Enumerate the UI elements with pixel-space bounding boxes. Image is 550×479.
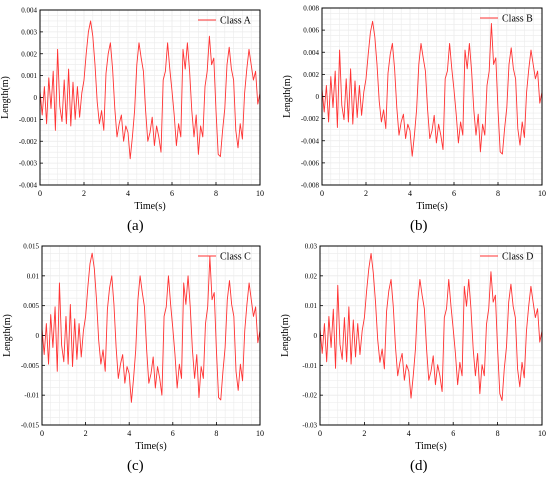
chart2-legend-label: Class B bbox=[502, 14, 533, 25]
chart1-y-tick-label: 0.003 bbox=[21, 28, 37, 36]
chart4-x-tick-label: 8 bbox=[496, 429, 500, 438]
chart2-y-tick-label: -0.002 bbox=[301, 115, 320, 123]
chart4-x-tick-label: 2 bbox=[362, 429, 366, 438]
chart2-y-tick-label: 0.002 bbox=[303, 71, 319, 79]
chart3-y-tick-label: 0.005 bbox=[23, 302, 39, 310]
chart2-x-axis-title: Time(s) bbox=[416, 201, 447, 212]
chart3-x-tick-label: 2 bbox=[84, 429, 88, 438]
chart4-series-line-1 bbox=[319, 253, 543, 401]
chart3-y-tick-label: 0 bbox=[36, 332, 40, 340]
chart4-y-tick-label: 0.02 bbox=[305, 272, 318, 280]
chart2-y-tick-label: -0.008 bbox=[301, 182, 320, 190]
chart4-x-axis-title: Time(s) bbox=[415, 441, 446, 452]
chart1-series-line-1 bbox=[39, 20, 261, 160]
chart4-y-tick-label: 0 bbox=[314, 332, 318, 340]
chart4-y-tick-label: -0.03 bbox=[302, 422, 317, 430]
chart1-y-tick-label: 0 bbox=[34, 94, 38, 102]
panel-label-a: (a) bbox=[127, 218, 144, 234]
chart3-x-tick-label: 6 bbox=[171, 429, 175, 438]
chart1-y-tick-label: 0.002 bbox=[21, 50, 37, 58]
chart4-y-tick-label: 0.03 bbox=[305, 243, 318, 251]
chart4-y-tick-label: -0.01 bbox=[302, 362, 317, 370]
chart1-legend-label: Class A bbox=[220, 16, 252, 27]
chart1-x-tick-label: 4 bbox=[126, 189, 130, 198]
chart1-y-tick-label: -0.003 bbox=[19, 160, 38, 168]
panel-label-c: (c) bbox=[127, 458, 144, 474]
chart3-y-tick-label: 0.01 bbox=[27, 272, 40, 280]
chart2-x-tick-label: 2 bbox=[364, 189, 368, 198]
chart4-legend-label: Class D bbox=[502, 252, 533, 263]
chart1-x-tick-label: 2 bbox=[82, 189, 86, 198]
chart3-x-tick-label: 8 bbox=[214, 429, 218, 438]
chart1-y-axis-title: Length(m) bbox=[0, 76, 11, 119]
chart3-y-tick-label: -0.01 bbox=[24, 392, 39, 400]
chart4-x-tick-label: 10 bbox=[538, 429, 546, 438]
chart2-y-tick-label: 0 bbox=[316, 93, 320, 101]
chart3-y-tick-label: 0.015 bbox=[23, 243, 39, 251]
chart1-x-tick-label: 0 bbox=[38, 189, 42, 198]
chart2-y-tick-label: 0.008 bbox=[303, 5, 319, 13]
chart1-y-tick-label: -0.004 bbox=[19, 182, 38, 190]
chart1-x-tick-label: 10 bbox=[256, 189, 264, 198]
chart4-y-tick-label: 0.01 bbox=[305, 302, 318, 310]
chart1-x-tick-label: 8 bbox=[214, 189, 218, 198]
panel-label-b: (b) bbox=[410, 218, 428, 234]
chart2-y-tick-label: -0.006 bbox=[301, 159, 320, 167]
chart3-series-line-1 bbox=[41, 252, 261, 403]
chart3-legend-label: Class C bbox=[220, 252, 251, 263]
chart2-y-axis-title: Length(m) bbox=[282, 75, 293, 118]
chart2-x-tick-label: 4 bbox=[408, 189, 412, 198]
chart1-y-tick-label: -0.001 bbox=[19, 116, 38, 124]
chart4-x-tick-label: 0 bbox=[318, 429, 322, 438]
chart4-x-tick-label: 4 bbox=[407, 429, 411, 438]
chart4-x-tick-label: 6 bbox=[451, 429, 455, 438]
chart2-x-tick-label: 0 bbox=[320, 189, 324, 198]
chart3-y-tick-label: -0.015 bbox=[21, 422, 40, 430]
chart2-y-tick-label: 0.006 bbox=[303, 27, 319, 35]
chart1-y-tick-label: -0.002 bbox=[19, 138, 38, 146]
chart3-y-axis-title: Length(m) bbox=[2, 314, 13, 357]
chart3-y-tick-label: -0.005 bbox=[21, 362, 40, 370]
chart3-x-tick-label: 10 bbox=[256, 429, 264, 438]
chart2-series-line-1 bbox=[321, 20, 543, 157]
chart2-y-tick-label: 0.004 bbox=[303, 49, 319, 57]
chart3-x-tick-label: 0 bbox=[40, 429, 44, 438]
chart1-x-axis-title: Time(s) bbox=[134, 201, 165, 212]
chart1-y-tick-label: 0.001 bbox=[21, 72, 37, 80]
chart4-y-tick-label: -0.02 bbox=[302, 392, 317, 400]
chart1-y-tick-label: 0.004 bbox=[21, 7, 37, 15]
chart2-x-tick-label: 8 bbox=[496, 189, 500, 198]
chart2-x-tick-label: 10 bbox=[538, 189, 546, 198]
chart1-x-tick-label: 6 bbox=[170, 189, 174, 198]
chart3-x-tick-label: 4 bbox=[127, 429, 131, 438]
chart2-y-tick-label: -0.004 bbox=[301, 137, 320, 145]
panel-label-d: (d) bbox=[410, 458, 428, 474]
chart3-x-axis-title: Time(s) bbox=[135, 441, 166, 452]
chart4-y-axis-title: Length(m) bbox=[280, 314, 291, 357]
chart2-x-tick-label: 6 bbox=[452, 189, 456, 198]
